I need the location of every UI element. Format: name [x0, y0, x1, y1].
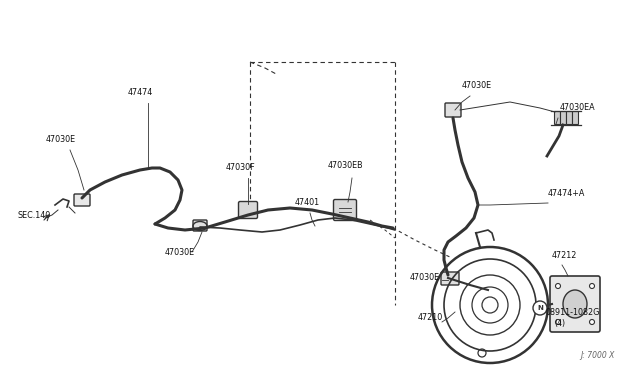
- Ellipse shape: [589, 320, 595, 324]
- FancyBboxPatch shape: [193, 220, 207, 231]
- Text: 47212: 47212: [552, 251, 577, 260]
- Text: 47030E: 47030E: [46, 135, 76, 144]
- Text: J: 7000 X: J: 7000 X: [580, 351, 615, 360]
- Ellipse shape: [589, 283, 595, 289]
- FancyBboxPatch shape: [445, 103, 461, 117]
- Ellipse shape: [533, 301, 547, 315]
- FancyBboxPatch shape: [566, 112, 573, 125]
- FancyBboxPatch shape: [554, 112, 561, 125]
- Text: 47030EA: 47030EA: [560, 103, 596, 112]
- Ellipse shape: [563, 290, 587, 318]
- Text: 47210: 47210: [418, 313, 444, 322]
- Text: SEC.140: SEC.140: [18, 211, 51, 220]
- FancyBboxPatch shape: [441, 272, 459, 285]
- Text: 08911-1082G: 08911-1082G: [546, 308, 600, 317]
- Text: 47030E: 47030E: [410, 273, 440, 282]
- FancyBboxPatch shape: [550, 276, 600, 332]
- Text: 47030E: 47030E: [462, 81, 492, 90]
- FancyBboxPatch shape: [573, 112, 579, 125]
- Ellipse shape: [556, 283, 561, 289]
- Text: N: N: [537, 305, 543, 311]
- Text: 47401: 47401: [295, 198, 320, 207]
- Text: 47030EB: 47030EB: [328, 161, 364, 170]
- Text: 47474: 47474: [128, 88, 153, 97]
- Text: 47030F: 47030F: [226, 163, 255, 172]
- Text: (4): (4): [554, 319, 565, 328]
- FancyBboxPatch shape: [333, 199, 356, 221]
- Ellipse shape: [556, 320, 561, 324]
- FancyBboxPatch shape: [239, 202, 257, 218]
- Text: 47030E: 47030E: [165, 248, 195, 257]
- FancyBboxPatch shape: [74, 194, 90, 206]
- FancyBboxPatch shape: [561, 112, 566, 125]
- Text: 47474+A: 47474+A: [548, 189, 586, 198]
